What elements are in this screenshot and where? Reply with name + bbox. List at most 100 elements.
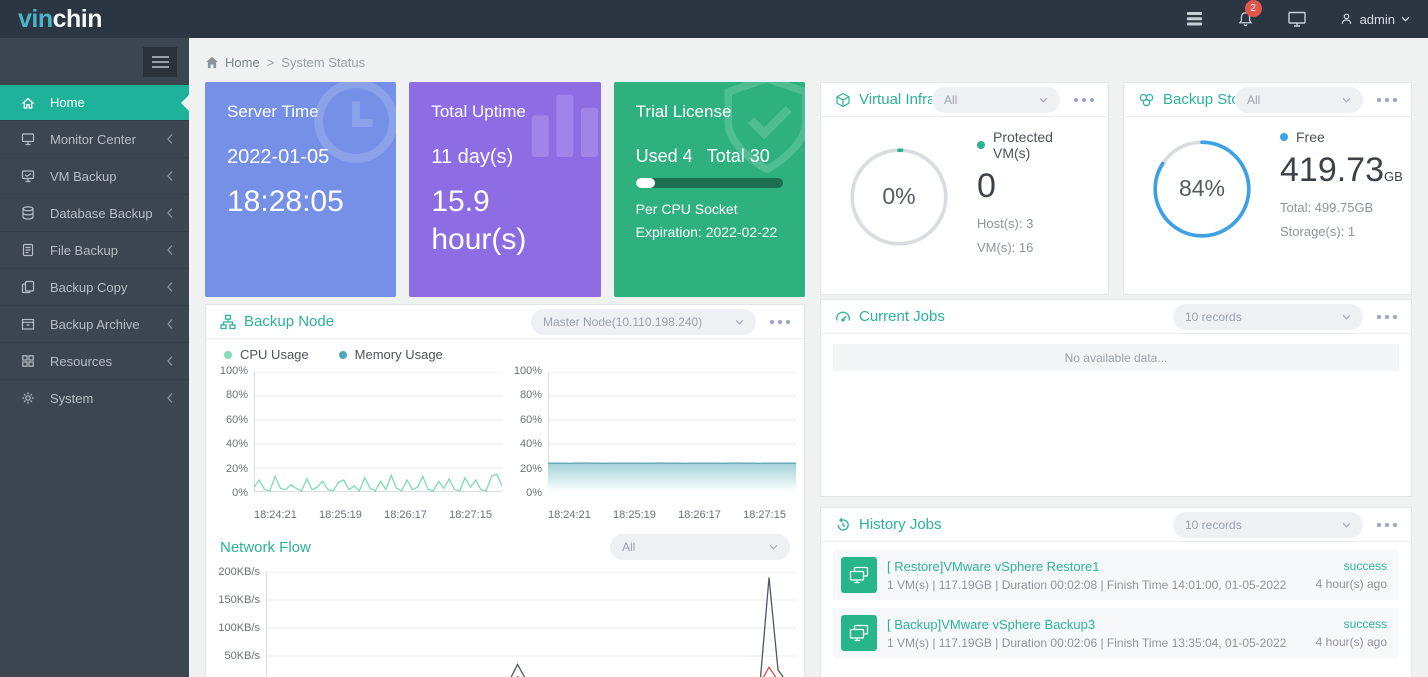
axis-tick-label: 100KB/s [218, 622, 260, 634]
virtual-infra-body: 0% Protected VM(s) 0 Host(s): 3 VM(s): 1… [821, 117, 1108, 276]
uptime-hours: 15.9 hour(s) [431, 185, 527, 256]
user-menu[interactable]: admin [1339, 11, 1410, 27]
protected-vm-donut: 0% [847, 145, 951, 249]
console-monitor-icon[interactable] [1287, 10, 1307, 28]
panel-menu-dots[interactable] [1074, 97, 1094, 102]
axis-tick-label: 18:26:17 [384, 509, 427, 521]
breadcrumb-home[interactable]: Home [205, 55, 260, 70]
database-icon [20, 205, 37, 221]
history-job-status-block: success 4 hour(s) ago [1316, 617, 1387, 649]
chevron-down-icon [1342, 97, 1351, 103]
sidebar-item-home[interactable]: Home [0, 85, 189, 120]
user-icon [1341, 13, 1351, 24]
panel-menu-dots[interactable] [1377, 97, 1397, 102]
axis-tick-label: 0% [526, 486, 542, 499]
donut-percent-label: 84% [1178, 175, 1226, 201]
license-type: Per CPU Socket [635, 201, 738, 217]
memory-legend-dot [338, 350, 347, 359]
cpu-usage-chart [254, 372, 502, 492]
sidebar-item-backup-copy[interactable]: Backup Copy [0, 268, 189, 305]
axis-tick-label: 40% [519, 438, 542, 451]
axis-tick-label: 60% [519, 413, 542, 426]
bar-chart-watermark-icon [531, 94, 598, 157]
sidebar-item-database-backup[interactable]: Database Backup [0, 194, 189, 231]
history-job-title[interactable]: [ Restore]VMware vSphere Restore1 [887, 558, 1100, 574]
logo-part-secondary: chin [52, 4, 103, 33]
chevron-left-icon [166, 318, 174, 330]
current-jobs-panel: Current Jobs 10 records No available dat… [820, 299, 1412, 497]
cpu-chart-block: 100% 80% 60% 40% 20% 0% 18:24:21 18:25:19 18:26… [208, 365, 502, 521]
chevron-down-icon [1342, 314, 1351, 320]
sidebar-item-backup-archive[interactable]: Backup Archive [0, 305, 189, 342]
virtual-infrastructure-icon [836, 92, 850, 107]
breadcrumb-current: System Status [281, 54, 366, 70]
notifications-bell-icon[interactable]: 2 [1236, 0, 1262, 29]
main-content: Home > System Status Server Time 2022-01… [189, 38, 1428, 677]
history-job-title[interactable]: [ Backup]VMware vSphere Backup3 [887, 616, 1096, 632]
legend-memory: Memory Usage [338, 347, 443, 362]
axis-tick-label: 100% [219, 365, 248, 377]
vm-job-icon [841, 557, 877, 593]
notification-count-badge[interactable]: 2 [1244, 0, 1262, 17]
home-icon [20, 95, 37, 111]
node-sitemap-icon [220, 314, 236, 329]
left-column: Server Time 2022-01-05 18:28:05 Total Up… [205, 82, 805, 677]
right-column: Virtual Infrastructure All [820, 82, 1412, 677]
cpu-legend-dot [224, 350, 232, 359]
vinchin-logo: vinchin [18, 4, 103, 33]
job-time-ago: 4 hour(s) ago [1315, 577, 1387, 591]
virtual-infra-filter-select[interactable]: All [932, 86, 1060, 113]
history-job-status-block: success 4 hour(s) ago [1316, 559, 1387, 591]
history-job-details: 1 VM(s) | 117.19GB | Duration 00:02:08 |… [887, 577, 1287, 592]
server-time: 18:28:05 [227, 185, 344, 218]
sidebar-item-label: Home [50, 95, 85, 110]
memory-plot [548, 372, 796, 506]
chevron-down-icon [769, 544, 778, 550]
panel-menu-dots[interactable] [1377, 314, 1397, 319]
history-job-details: 1 VM(s) | 117.19GB | Duration 00:02:06 |… [887, 635, 1287, 650]
sidebar-collapse-button[interactable] [143, 46, 177, 77]
network-flow-chart [266, 572, 796, 677]
axis-tick-label: 40% [225, 438, 248, 451]
history-job-row[interactable]: [ Backup]VMware vSphere Backup3 1 VM(s) … [833, 608, 1399, 658]
breadcrumb: Home > System Status [205, 53, 1412, 71]
memory-x-axis: 18:24:21 18:25:19 18:26:17 18:27:15 [548, 509, 786, 521]
storage-servers-icon[interactable] [1185, 11, 1204, 27]
sidebar-item-resources[interactable]: Resources [0, 342, 189, 379]
panel-menu-dots[interactable] [1377, 522, 1397, 527]
hosts-count: Host(s): 3 [977, 216, 1034, 231]
axis-tick-label: 18:26:17 [678, 509, 721, 521]
sidebar-item-vm-backup[interactable]: VM Backup [0, 157, 189, 194]
history-jobs-records-select[interactable]: 10 records [1173, 511, 1363, 538]
sidebar-item-label: System [50, 390, 94, 406]
resources-grid-icon [20, 353, 37, 369]
sidebar-item-label: Monitor Center [50, 131, 136, 147]
backup-storage-title: Backup Storage [1138, 91, 1235, 108]
node-charts: 100% 80% 60% 40% 20% 0% 18:24:21 18:25:19 18:26… [206, 364, 804, 521]
node-select[interactable]: Master Node(10.110.198.240) [531, 308, 756, 335]
history-job-row[interactable]: [ Restore]VMware vSphere Restore1 1 VM(s… [833, 550, 1399, 600]
free-legend: Free [1280, 129, 1395, 145]
logo-part-primary: vin [18, 4, 53, 33]
history-job-main: [ Backup]VMware vSphere Backup3 1 VM(s) … [887, 617, 1306, 650]
protected-vm-legend: Protected VM(s) [977, 129, 1092, 161]
backup-storage-body: 84% Free 419.73GB Total: 499.75 [1124, 117, 1411, 260]
sidebar-item-file-backup[interactable]: File Backup [0, 231, 189, 268]
current-jobs-records-select[interactable]: 10 records [1173, 303, 1363, 330]
history-job-main: [ Restore]VMware vSphere Restore1 1 VM(s… [887, 559, 1306, 592]
storage-unit: GB [1384, 169, 1403, 184]
legend-dot [1280, 133, 1288, 141]
sidebar-item-system[interactable]: System [0, 379, 189, 416]
sidebar-item-monitor-center[interactable]: Monitor Center [0, 120, 189, 157]
panel-menu-dots[interactable] [770, 319, 790, 324]
backup-node-header: Backup Node Master Node(10.110.198.240) [206, 305, 804, 339]
legend-cpu: CPU Usage [224, 347, 309, 362]
license-usage: Used 4 Total 30 [636, 146, 783, 167]
sidebar: Home Monitor Center VM Backup Database B… [0, 38, 189, 677]
axis-tick-label: 0% [232, 486, 248, 499]
backup-node-panel: Backup Node Master Node(10.110.198.240) … [205, 304, 805, 677]
backup-storage-filter-select[interactable]: All [1235, 86, 1363, 113]
network-flow-select[interactable]: All [610, 534, 790, 560]
vms-count: VM(s): 16 [977, 240, 1034, 255]
network-flow-header: Network Flow All [206, 521, 804, 570]
